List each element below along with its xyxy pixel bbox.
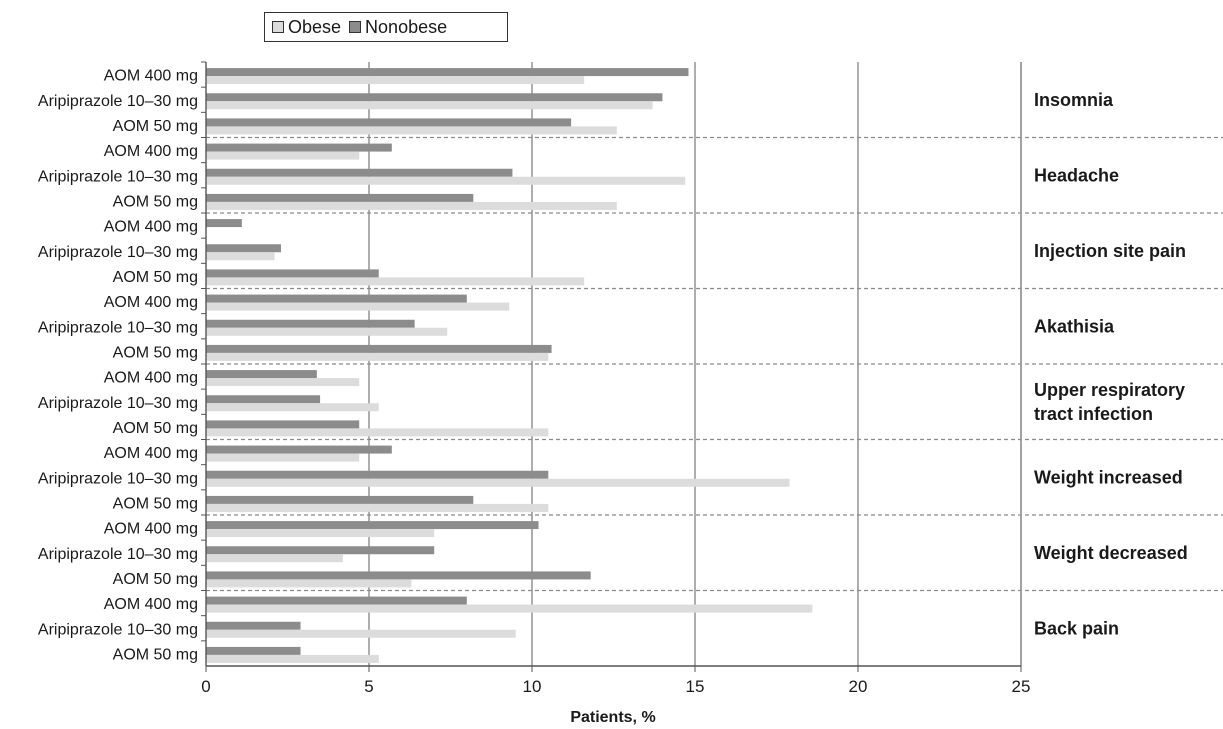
bar-obese <box>206 101 653 110</box>
category-label: AOM 400 mg <box>104 68 198 85</box>
category-label: Aripiprazole 10–30 mg <box>38 319 198 336</box>
category-label: AOM 50 mg <box>113 193 198 210</box>
group-label: Upper respiratory <box>1034 380 1185 400</box>
bar-obese <box>206 176 686 185</box>
category-label: AOM 400 mg <box>104 219 198 236</box>
bar-nonobese <box>206 521 539 530</box>
bar-nonobese <box>206 269 379 278</box>
bar-nonobese <box>206 244 281 253</box>
bar-obese <box>206 604 813 613</box>
group-label: Akathisia <box>1034 316 1115 336</box>
bar-nonobese <box>206 93 663 102</box>
bar-obese <box>206 478 790 487</box>
bar-obese <box>206 529 435 538</box>
group-label: Weight decreased <box>1034 543 1188 563</box>
bar-nonobese <box>206 193 474 202</box>
category-label: AOM 50 mg <box>113 646 198 663</box>
category-label: AOM 400 mg <box>104 143 198 160</box>
bar-nonobese <box>206 219 242 228</box>
category-label: Aripiprazole 10–30 mg <box>38 395 198 412</box>
bar-nonobese <box>206 344 552 353</box>
category-label: AOM 50 mg <box>113 118 198 135</box>
bar-obese <box>206 327 448 336</box>
category-label: Aripiprazole 10–30 mg <box>38 168 198 185</box>
bar-obese <box>206 654 379 663</box>
category-label: AOM 50 mg <box>113 571 198 588</box>
bar-obese <box>206 453 360 462</box>
category-label: AOM 50 mg <box>113 420 198 437</box>
category-label: Aripiprazole 10–30 mg <box>38 546 198 563</box>
bar-nonobese <box>206 495 474 504</box>
bar-obese <box>206 629 516 638</box>
bar-nonobese <box>206 420 360 429</box>
bar-obese <box>206 503 549 512</box>
bar-nonobese <box>206 319 415 328</box>
group-label: Headache <box>1034 165 1119 185</box>
x-tick-label: 20 <box>849 677 868 696</box>
category-label: AOM 50 mg <box>113 495 198 512</box>
category-label: Aripiprazole 10–30 mg <box>38 621 198 638</box>
bar-nonobese <box>206 546 435 555</box>
bar-obese <box>206 378 360 387</box>
legend-item-obese: Obese <box>272 17 341 38</box>
bar-obese <box>206 428 549 437</box>
chart-legend: Obese Nonobese <box>264 12 508 42</box>
bar-nonobese <box>206 596 467 605</box>
bar-nonobese <box>206 370 317 379</box>
category-label: Aripiprazole 10–30 mg <box>38 93 198 110</box>
x-tick-label: 0 <box>201 677 210 696</box>
bar-obese <box>206 201 617 210</box>
legend-label-nonobese: Nonobese <box>365 16 448 37</box>
category-label: AOM 400 mg <box>104 294 198 311</box>
category-label: AOM 400 mg <box>104 521 198 538</box>
category-label: AOM 50 mg <box>113 269 198 286</box>
bar-nonobese <box>206 143 392 152</box>
group-label: Injection site pain <box>1034 241 1186 261</box>
bar-nonobese <box>206 168 513 177</box>
x-tick-label: 5 <box>364 677 373 696</box>
category-label: Aripiprazole 10–30 mg <box>38 470 198 487</box>
bar-obese <box>206 579 412 588</box>
bar-nonobese <box>206 294 467 303</box>
x-tick-label: 25 <box>1012 677 1031 696</box>
legend-label-obese: Obese <box>288 16 342 37</box>
bar-nonobese <box>206 470 549 479</box>
bar-obese <box>206 76 585 85</box>
bar-nonobese <box>206 68 689 77</box>
legend-swatch-nonobese <box>349 21 362 33</box>
bar-obese <box>206 403 379 412</box>
bar-obese <box>206 252 275 261</box>
category-label: AOM 50 mg <box>113 344 198 361</box>
bar-nonobese <box>206 571 591 580</box>
category-label: AOM 400 mg <box>104 445 198 462</box>
bar-obese <box>206 352 549 361</box>
bar-nonobese <box>206 118 572 127</box>
group-label: Insomnia <box>1034 90 1114 110</box>
legend-item-nonobese: Nonobese <box>349 17 447 38</box>
bar-nonobese <box>206 621 301 630</box>
bar-nonobese <box>206 646 301 655</box>
group-label: Weight increased <box>1034 467 1183 487</box>
bar-obese <box>206 151 360 160</box>
x-tick-label: 15 <box>686 677 705 696</box>
group-label: Back pain <box>1034 618 1119 638</box>
category-label: AOM 400 mg <box>104 596 198 613</box>
bar-obese <box>206 126 617 135</box>
bar-nonobese <box>206 395 321 404</box>
bar-nonobese <box>206 445 392 454</box>
group-label: tract infection <box>1034 404 1153 424</box>
x-axis-title: Patients, % <box>570 709 655 726</box>
legend-swatch-obese <box>272 21 284 33</box>
bar-obese <box>206 302 510 311</box>
bar-obese <box>206 554 343 563</box>
x-tick-label: 10 <box>523 677 542 696</box>
category-label: Aripiprazole 10–30 mg <box>38 244 198 261</box>
category-label: AOM 400 mg <box>104 370 198 387</box>
bar-obese <box>206 277 585 286</box>
